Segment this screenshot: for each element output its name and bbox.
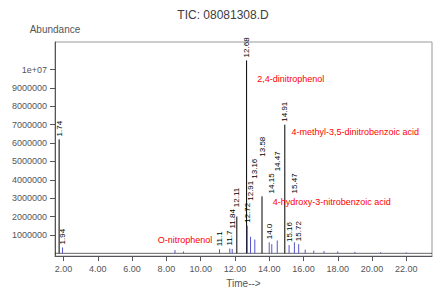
svg-text:14.47: 14.47 [273,151,282,172]
svg-text:4-hydroxy-3-nitrobenzoic acid: 4-hydroxy-3-nitrobenzoic acid [273,197,391,207]
svg-text:10.00: 10.00 [189,264,212,274]
svg-text:15.16: 15.16 [285,222,294,243]
svg-text:12.68: 12.68 [242,37,251,58]
svg-text:Abundance: Abundance [30,24,81,35]
svg-text:TIC: 08081308.D: TIC: 08081308.D [177,8,269,22]
svg-text:4-methyl-3,5-dinitrobenzoic ac: 4-methyl-3,5-dinitrobenzoic acid [291,127,419,137]
svg-text:15.47: 15.47 [290,173,299,194]
svg-text:1e+07: 1e+07 [22,65,47,75]
svg-text:13.16: 13.16 [250,158,259,179]
svg-text:18.00: 18.00 [326,264,349,274]
svg-text:7000000: 7000000 [12,120,47,130]
svg-text:5000000: 5000000 [12,156,47,166]
svg-text:6.00: 6.00 [123,264,141,274]
svg-text:11.84: 11.84 [228,209,237,229]
svg-text:12.11: 12.11 [232,187,241,207]
svg-text:14.91: 14.91 [280,101,289,122]
svg-text:8.00: 8.00 [158,264,176,274]
svg-text:1000000: 1000000 [12,230,47,240]
svg-text:16.00: 16.00 [292,264,315,274]
svg-text:22.00: 22.00 [395,264,418,274]
svg-text:2,4-dinitrophenol: 2,4-dinitrophenol [257,74,324,84]
svg-text:12.91: 12.91 [246,180,255,201]
svg-text:8000000: 8000000 [12,101,47,111]
svg-text:15.72: 15.72 [294,221,303,242]
svg-text:Time-->: Time--> [226,278,261,289]
svg-text:2000000: 2000000 [12,212,47,222]
svg-text:9000000: 9000000 [12,83,47,93]
svg-text:20.00: 20.00 [361,264,384,274]
svg-text:4000000: 4000000 [12,175,47,185]
svg-text:14.00: 14.00 [258,264,281,274]
svg-text:O-nitrophenol: O-nitrophenol [158,235,213,245]
svg-text:11.7: 11.7 [225,230,234,246]
svg-text:12.72: 12.72 [243,202,252,223]
svg-text:6000000: 6000000 [12,138,47,148]
svg-text:14.15: 14.15 [267,173,276,194]
svg-text:3000000: 3000000 [12,193,47,203]
svg-text:1.74: 1.74 [55,120,64,136]
svg-text:4.00: 4.00 [89,264,107,274]
svg-text:11.1: 11.1 [215,231,224,247]
svg-text:12.00: 12.00 [224,264,247,274]
svg-text:14.0: 14.0 [265,223,274,239]
svg-text:13.58: 13.58 [258,136,267,157]
svg-text:2.00: 2.00 [55,264,73,274]
svg-text:1.94: 1.94 [58,228,67,244]
